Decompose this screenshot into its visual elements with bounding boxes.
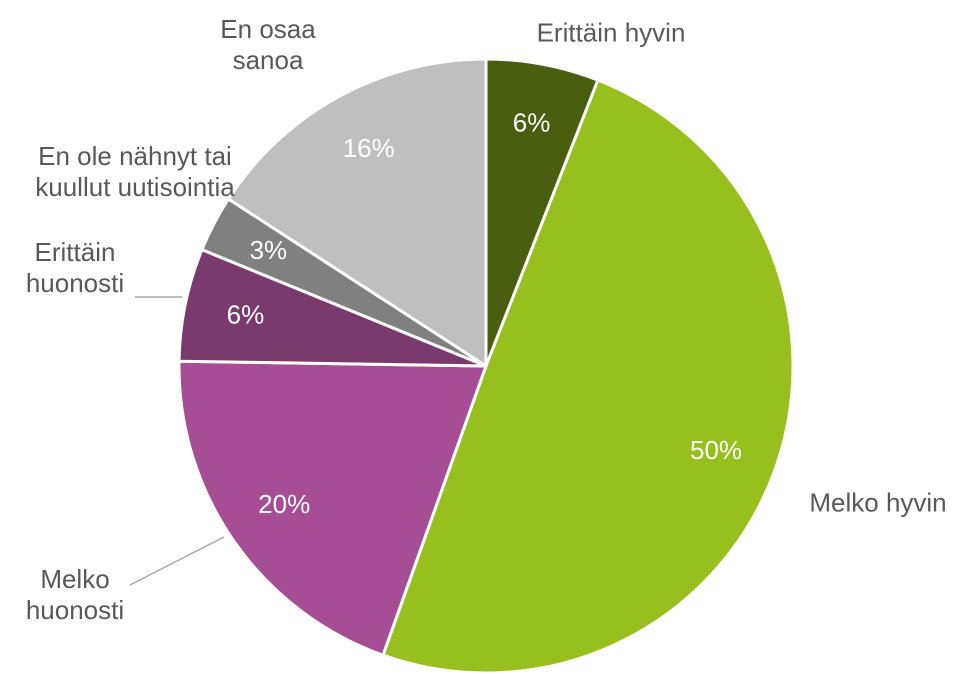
data-label: 6% — [227, 300, 265, 330]
category-label: En ole nähnyt tai kuullut uutisointia — [35, 141, 235, 202]
category-label: Melko huonosti — [25, 564, 125, 625]
data-label: 20% — [258, 489, 310, 519]
category-label: Erittäin hyvin — [536, 17, 686, 48]
category-label: En osaa sanoa — [220, 14, 316, 75]
leader-line — [129, 536, 225, 586]
category-label: Erittäin huonosti — [25, 237, 125, 298]
data-label: 6% — [513, 108, 551, 138]
data-label: 50% — [690, 435, 742, 465]
pie-slice — [177, 359, 488, 657]
pie-slice — [381, 78, 795, 674]
data-label: 16% — [343, 133, 395, 163]
pie-slice — [226, 57, 488, 368]
category-label: Melko hyvin — [809, 487, 947, 518]
data-label: 3% — [250, 235, 288, 265]
